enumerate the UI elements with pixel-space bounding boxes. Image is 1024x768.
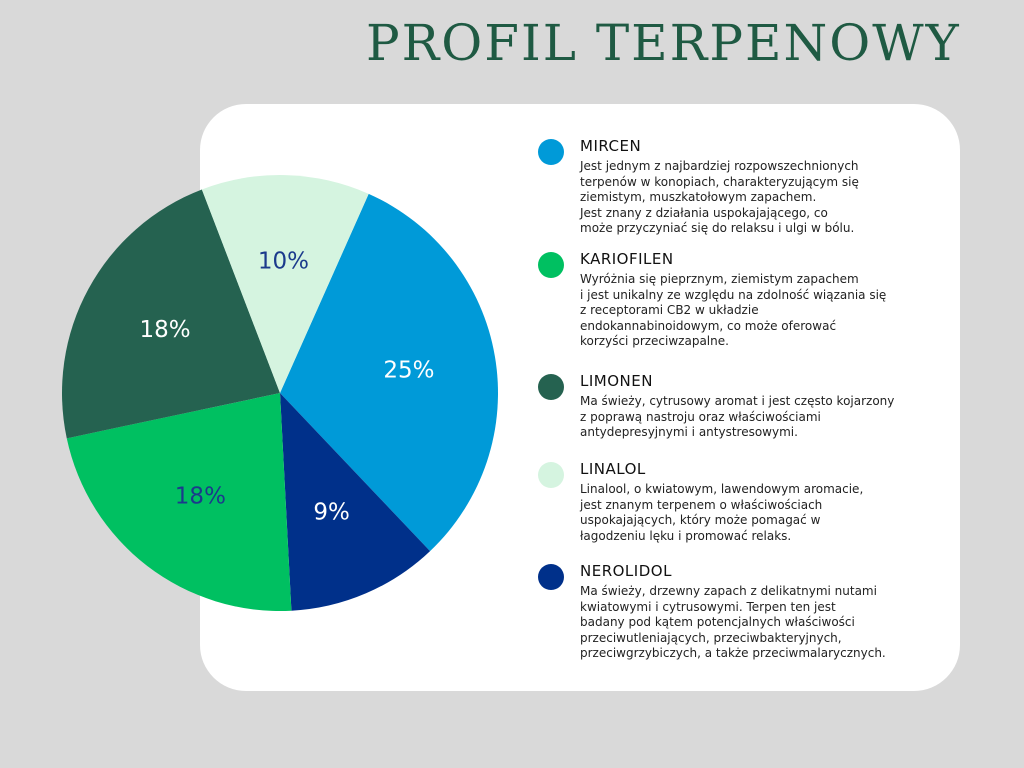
pie-slice-kariofilen	[66, 393, 292, 611]
legend-dot-icon	[538, 374, 564, 400]
legend-dot-icon	[538, 462, 564, 488]
legend-description: Jest jednym z najbardziej rozpowszechnio…	[580, 159, 859, 235]
legend-description: Ma świeży, cytrusowy aromat i jest częst…	[580, 394, 895, 439]
legend-dot-icon	[538, 252, 564, 278]
pie-slice-nerolidol	[280, 393, 431, 611]
slice-label-linalol: 10%	[258, 249, 309, 275]
pie-slice-limonen	[61, 189, 280, 439]
page-title: PROFIL TERPENOWY	[366, 14, 961, 72]
legend-name: LIMONEN	[580, 372, 653, 390]
legend-description: Linalool, o kwiatowym, lawendowym aromac…	[580, 482, 864, 543]
legend-description: Wyróżnia się pieprznym, ziemistym zapach…	[580, 272, 887, 348]
pie-slice-mircen	[280, 193, 498, 552]
legend-name: KARIOFILEN	[580, 250, 674, 268]
legend-dot-icon	[538, 139, 564, 165]
slice-label-nerolidol: 9%	[313, 500, 350, 526]
legend-dot-icon	[538, 564, 564, 590]
legend-description: Ma świeży, drzewny zapach z delikatnymi …	[580, 584, 886, 660]
slice-label-mircen: 25%	[383, 357, 434, 383]
legend-name: LINALOL	[580, 460, 646, 478]
pie-slice-linalol	[201, 175, 369, 393]
slice-label-limonen: 18%	[139, 317, 190, 343]
legend-name: MIRCEN	[580, 137, 642, 155]
legend-name: NEROLIDOL	[580, 562, 672, 580]
slice-label-kariofilen: 18%	[175, 483, 226, 509]
